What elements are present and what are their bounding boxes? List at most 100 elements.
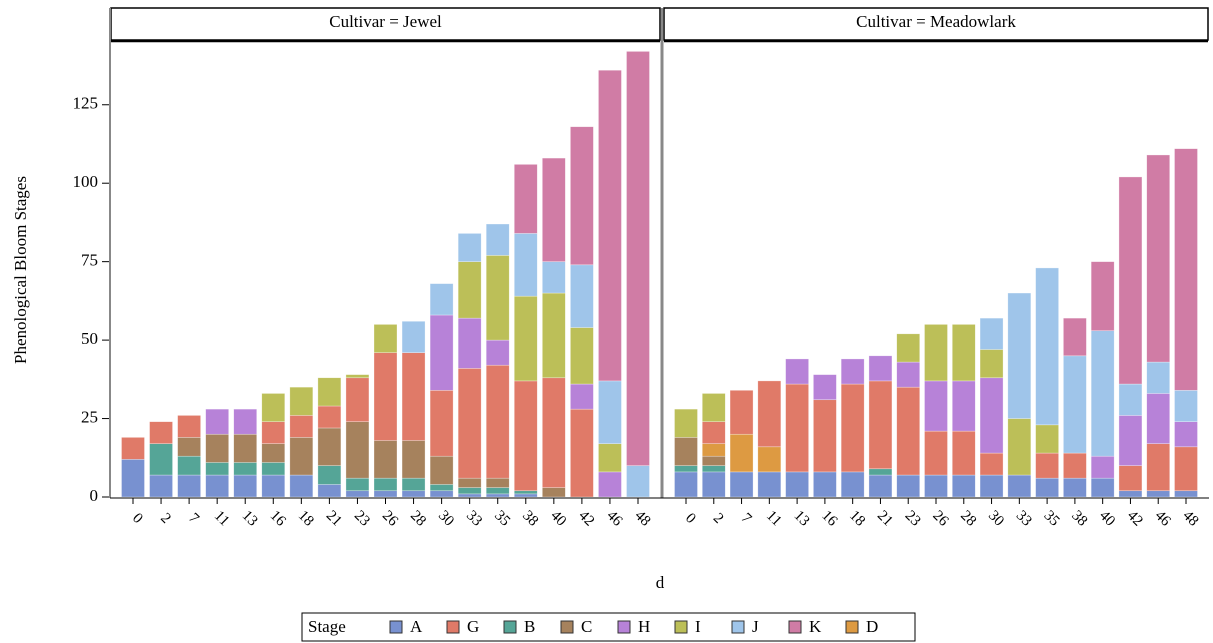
bar-segment: [729, 390, 754, 435]
x-tick-label: 40: [547, 508, 569, 530]
bar-segment: [149, 474, 173, 498]
bar-segment: [1063, 477, 1087, 498]
bar-segment: [513, 295, 538, 382]
bar-segment: [513, 493, 538, 498]
bar-segment: [1007, 418, 1032, 476]
bar-segment: [840, 358, 865, 385]
legend-label: J: [752, 617, 759, 636]
bar-segment: [317, 465, 342, 485]
x-tick-label: 46: [1152, 508, 1174, 530]
bar-segment: [1035, 424, 1059, 454]
x-axis-label: d: [656, 573, 665, 592]
legend-swatch: [674, 620, 688, 634]
legend-label: B: [524, 617, 535, 636]
x-tick-label: 16: [818, 508, 840, 530]
bar-segment: [840, 471, 865, 498]
bar-segment: [1174, 390, 1198, 422]
bar-segment: [345, 477, 370, 492]
bar-segment: [345, 490, 370, 498]
bar-segment: [177, 437, 201, 457]
bar-segment: [701, 471, 726, 498]
bar-segment: [757, 380, 782, 448]
bar-segment: [485, 477, 510, 488]
bar-segment: [149, 421, 173, 444]
x-tick-label: 11: [763, 508, 785, 530]
bar-segment: [457, 261, 482, 319]
bar-segment: [701, 393, 726, 422]
bar-segment: [598, 471, 622, 498]
legend-label: G: [467, 617, 479, 636]
bar-segment: [979, 474, 1004, 498]
bar-segment: [1090, 261, 1115, 331]
panel-title: Cultivar = Meadowlark: [856, 12, 1016, 31]
x-tick-label: 21: [874, 508, 896, 530]
bar-segment: [289, 437, 314, 476]
legend-box: [301, 612, 916, 642]
bar-segment: [924, 380, 948, 432]
bar-segment: [626, 51, 650, 466]
bar-segment: [598, 380, 622, 444]
bar-segment: [674, 408, 698, 438]
legend-label: C: [581, 617, 592, 636]
legend-title: Stage: [308, 617, 346, 636]
bar-segment: [701, 455, 726, 466]
bar-segment: [373, 352, 398, 441]
bar-segment: [177, 474, 201, 498]
bar-segment: [1118, 490, 1143, 498]
bar-segment: [570, 264, 594, 328]
bar-segment: [896, 386, 921, 476]
bar-segment: [598, 69, 622, 382]
bar-segment: [813, 471, 837, 498]
bar-segment: [485, 339, 510, 366]
legend-swatch: [503, 620, 517, 634]
bar-segment: [542, 261, 566, 294]
bar-segment: [1174, 446, 1198, 492]
x-tick-label: 30: [435, 508, 457, 530]
bar-segment: [401, 440, 426, 479]
bar-segment: [701, 421, 726, 444]
x-tick-label: 33: [463, 508, 485, 530]
bar-segment: [1146, 443, 1171, 492]
bar-segment: [401, 477, 426, 492]
y-tick-label: 75: [81, 251, 98, 270]
bar-segment: [429, 490, 454, 498]
bar-segment: [317, 484, 342, 498]
x-tick-label: 40: [1096, 508, 1118, 530]
bar-segment: [951, 430, 976, 476]
bar-segment: [979, 317, 1004, 350]
legend-swatch: [560, 620, 574, 634]
bar-segment: [401, 490, 426, 498]
bar-segment: [1063, 355, 1087, 454]
bar-segment: [1118, 415, 1143, 466]
bar-segment: [233, 433, 258, 463]
panel-header: [663, 7, 1209, 41]
bar-segment: [979, 452, 1004, 476]
bar-segment: [1146, 490, 1171, 498]
bar-segment: [177, 415, 201, 438]
bar-segment: [429, 283, 454, 316]
legend-swatch: [389, 620, 403, 634]
legend-swatch: [446, 620, 460, 634]
bar-segment: [373, 440, 398, 479]
bar-segment: [701, 465, 726, 473]
bar-segment: [289, 474, 314, 498]
bar-segment: [924, 430, 948, 476]
bar-segment: [1035, 452, 1059, 479]
x-tick-label: 48: [1179, 508, 1201, 530]
legend-label: D: [866, 617, 878, 636]
bar-segment: [729, 471, 754, 498]
bar-segment: [570, 408, 594, 498]
bar-segment: [401, 320, 426, 353]
legend-swatch: [731, 620, 745, 634]
y-tick-label: 125: [73, 94, 99, 113]
bar-segment: [205, 474, 229, 498]
bar-segment: [373, 324, 398, 353]
legend-label: K: [809, 617, 822, 636]
bar-segment: [868, 355, 893, 382]
x-tick-label: 33: [1013, 508, 1035, 530]
bar-segment: [570, 126, 594, 266]
x-tick-label: 28: [407, 508, 429, 530]
bar-segment: [317, 427, 342, 466]
bar-segment: [1146, 393, 1171, 444]
